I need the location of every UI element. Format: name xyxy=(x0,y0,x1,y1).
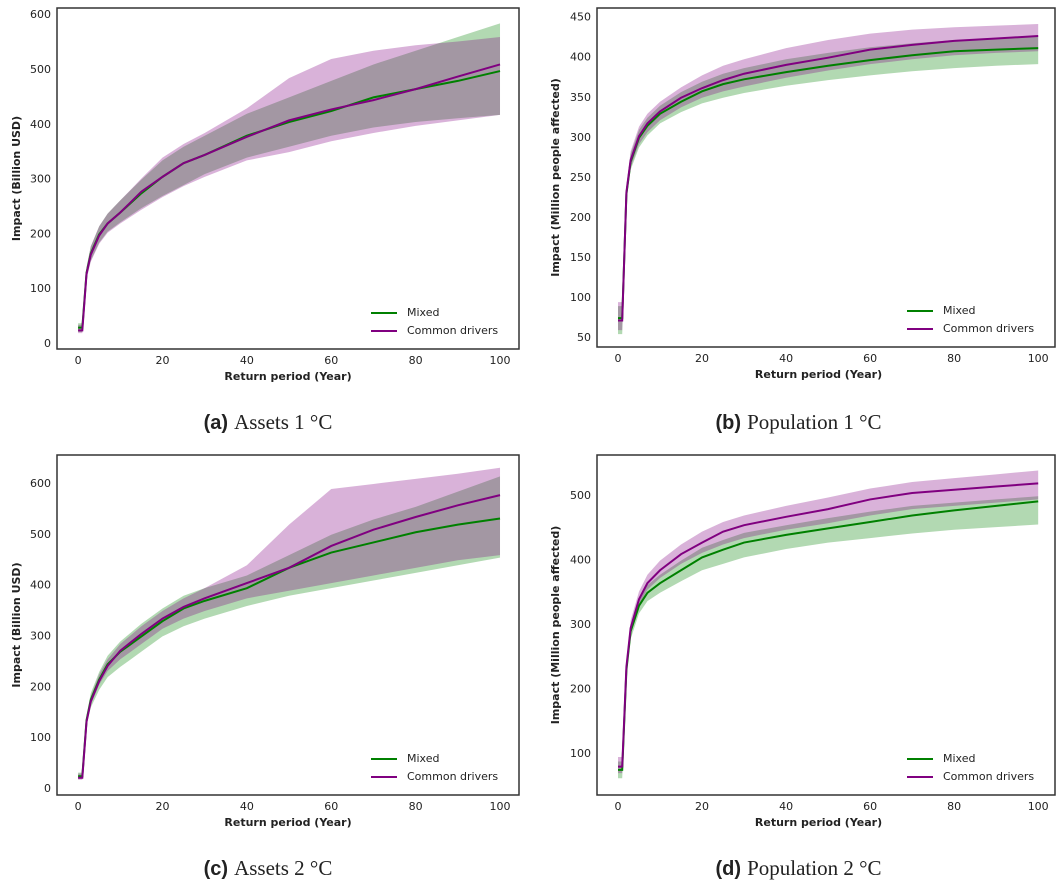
y-tick-label: 150 xyxy=(570,251,591,264)
axes-frame xyxy=(56,7,520,350)
x-tick-label: 100 xyxy=(1028,352,1049,365)
y-tick-label: 500 xyxy=(570,489,591,502)
x-tick-label: 40 xyxy=(240,354,254,367)
x-tick-label: 100 xyxy=(490,354,511,367)
y-tick-label: 300 xyxy=(570,618,591,631)
x-tick-label: 20 xyxy=(155,800,169,813)
caption: (b) Population 1 °C xyxy=(716,410,882,434)
x-tick-label: 80 xyxy=(409,354,423,367)
x-tick-label: 100 xyxy=(490,800,511,813)
x-tick-label: 0 xyxy=(75,354,82,367)
x-tick-label: 0 xyxy=(615,800,622,813)
caption-label: (d) xyxy=(716,858,742,880)
y-tick-label: 300 xyxy=(30,173,51,186)
uncertainty-band xyxy=(618,24,1039,331)
y-tick-label: 250 xyxy=(570,171,591,184)
mean-line xyxy=(618,482,1039,768)
y-tick-label: 300 xyxy=(570,131,591,144)
axes-frame xyxy=(56,454,520,796)
y-tick-label: 200 xyxy=(570,682,591,695)
legend-label: Mixed xyxy=(407,752,439,765)
y-axis-label: Impact (Million people affected) xyxy=(549,526,562,725)
legend-label: Mixed xyxy=(943,752,975,765)
uncertainty-band xyxy=(618,470,1039,774)
x-tick-label: 40 xyxy=(779,800,793,813)
legend-label: Mixed xyxy=(943,304,975,317)
x-tick-label: 60 xyxy=(863,800,877,813)
x-tick-label: 60 xyxy=(863,352,877,365)
uncertainty-band xyxy=(78,23,501,333)
caption: (c) Assets 2 °C xyxy=(204,856,333,880)
y-tick-label: 0 xyxy=(44,337,51,350)
uncertainty-band xyxy=(78,476,501,779)
y-tick-label: 400 xyxy=(570,554,591,567)
x-axis-label: Return period (Year) xyxy=(755,368,882,381)
y-tick-label: 200 xyxy=(570,211,591,224)
x-tick-label: 0 xyxy=(615,352,622,365)
x-axis-label: Return period (Year) xyxy=(224,816,351,829)
y-tick-label: 350 xyxy=(570,91,591,104)
x-tick-label: 80 xyxy=(947,800,961,813)
legend-label: Common drivers xyxy=(407,770,498,783)
uncertainty-band xyxy=(618,36,1039,335)
y-tick-label: 100 xyxy=(30,731,51,744)
y-tick-label: 400 xyxy=(30,118,51,131)
x-tick-label: 60 xyxy=(324,354,338,367)
y-tick-label: 0 xyxy=(44,782,51,795)
x-tick-label: 100 xyxy=(1028,800,1049,813)
y-tick-label: 200 xyxy=(30,680,51,693)
y-tick-label: 450 xyxy=(570,11,591,24)
caption-text: Population 2 °C xyxy=(747,856,881,880)
x-tick-label: 0 xyxy=(75,800,82,813)
caption-label: (c) xyxy=(204,858,228,880)
y-axis-label: Impact (Billion USD) xyxy=(10,562,23,687)
x-tick-label: 40 xyxy=(779,352,793,365)
x-tick-label: 60 xyxy=(324,800,338,813)
uncertainty-band xyxy=(78,467,501,780)
y-tick-label: 500 xyxy=(30,528,51,541)
mean-line xyxy=(618,35,1039,322)
caption-text: Population 1 °C xyxy=(747,410,881,434)
caption: (d) Population 2 °C xyxy=(716,856,882,880)
x-axis-label: Return period (Year) xyxy=(755,816,882,829)
x-tick-label: 40 xyxy=(240,800,254,813)
mean-line xyxy=(78,494,501,779)
legend-label: Common drivers xyxy=(943,770,1034,783)
axes-frame xyxy=(596,7,1056,348)
y-tick-label: 500 xyxy=(30,63,51,76)
x-tick-label: 20 xyxy=(695,800,709,813)
x-axis-label: Return period (Year) xyxy=(224,370,351,383)
uncertainty-band xyxy=(78,37,501,334)
y-tick-label: 300 xyxy=(30,629,51,642)
x-tick-label: 80 xyxy=(947,352,961,365)
y-tick-label: 100 xyxy=(570,291,591,304)
y-axis-label: Impact (Million people affected) xyxy=(549,78,562,277)
legend-label: Common drivers xyxy=(407,324,498,337)
y-tick-label: 200 xyxy=(30,227,51,240)
y-tick-label: 100 xyxy=(570,747,591,760)
x-tick-label: 20 xyxy=(155,354,169,367)
y-axis-label: Impact (Billion USD) xyxy=(10,116,23,241)
x-tick-label: 20 xyxy=(695,352,709,365)
caption-text: Assets 1 °C xyxy=(234,410,332,434)
legend-label: Common drivers xyxy=(943,322,1034,335)
axes-frame xyxy=(596,454,1056,796)
y-tick-label: 600 xyxy=(30,477,51,490)
caption: (a) Assets 1 °C xyxy=(204,410,333,434)
y-tick-label: 600 xyxy=(30,8,51,21)
mean-line xyxy=(78,63,501,332)
caption-text: Assets 2 °C xyxy=(234,856,332,880)
x-tick-label: 80 xyxy=(409,800,423,813)
y-tick-label: 400 xyxy=(30,579,51,592)
uncertainty-band xyxy=(618,496,1039,779)
legend-label: Mixed xyxy=(407,306,439,319)
caption-label: (a) xyxy=(204,412,228,434)
y-tick-label: 100 xyxy=(30,282,51,295)
y-tick-label: 400 xyxy=(570,51,591,64)
caption-label: (b) xyxy=(716,412,742,434)
y-tick-label: 50 xyxy=(577,331,591,344)
